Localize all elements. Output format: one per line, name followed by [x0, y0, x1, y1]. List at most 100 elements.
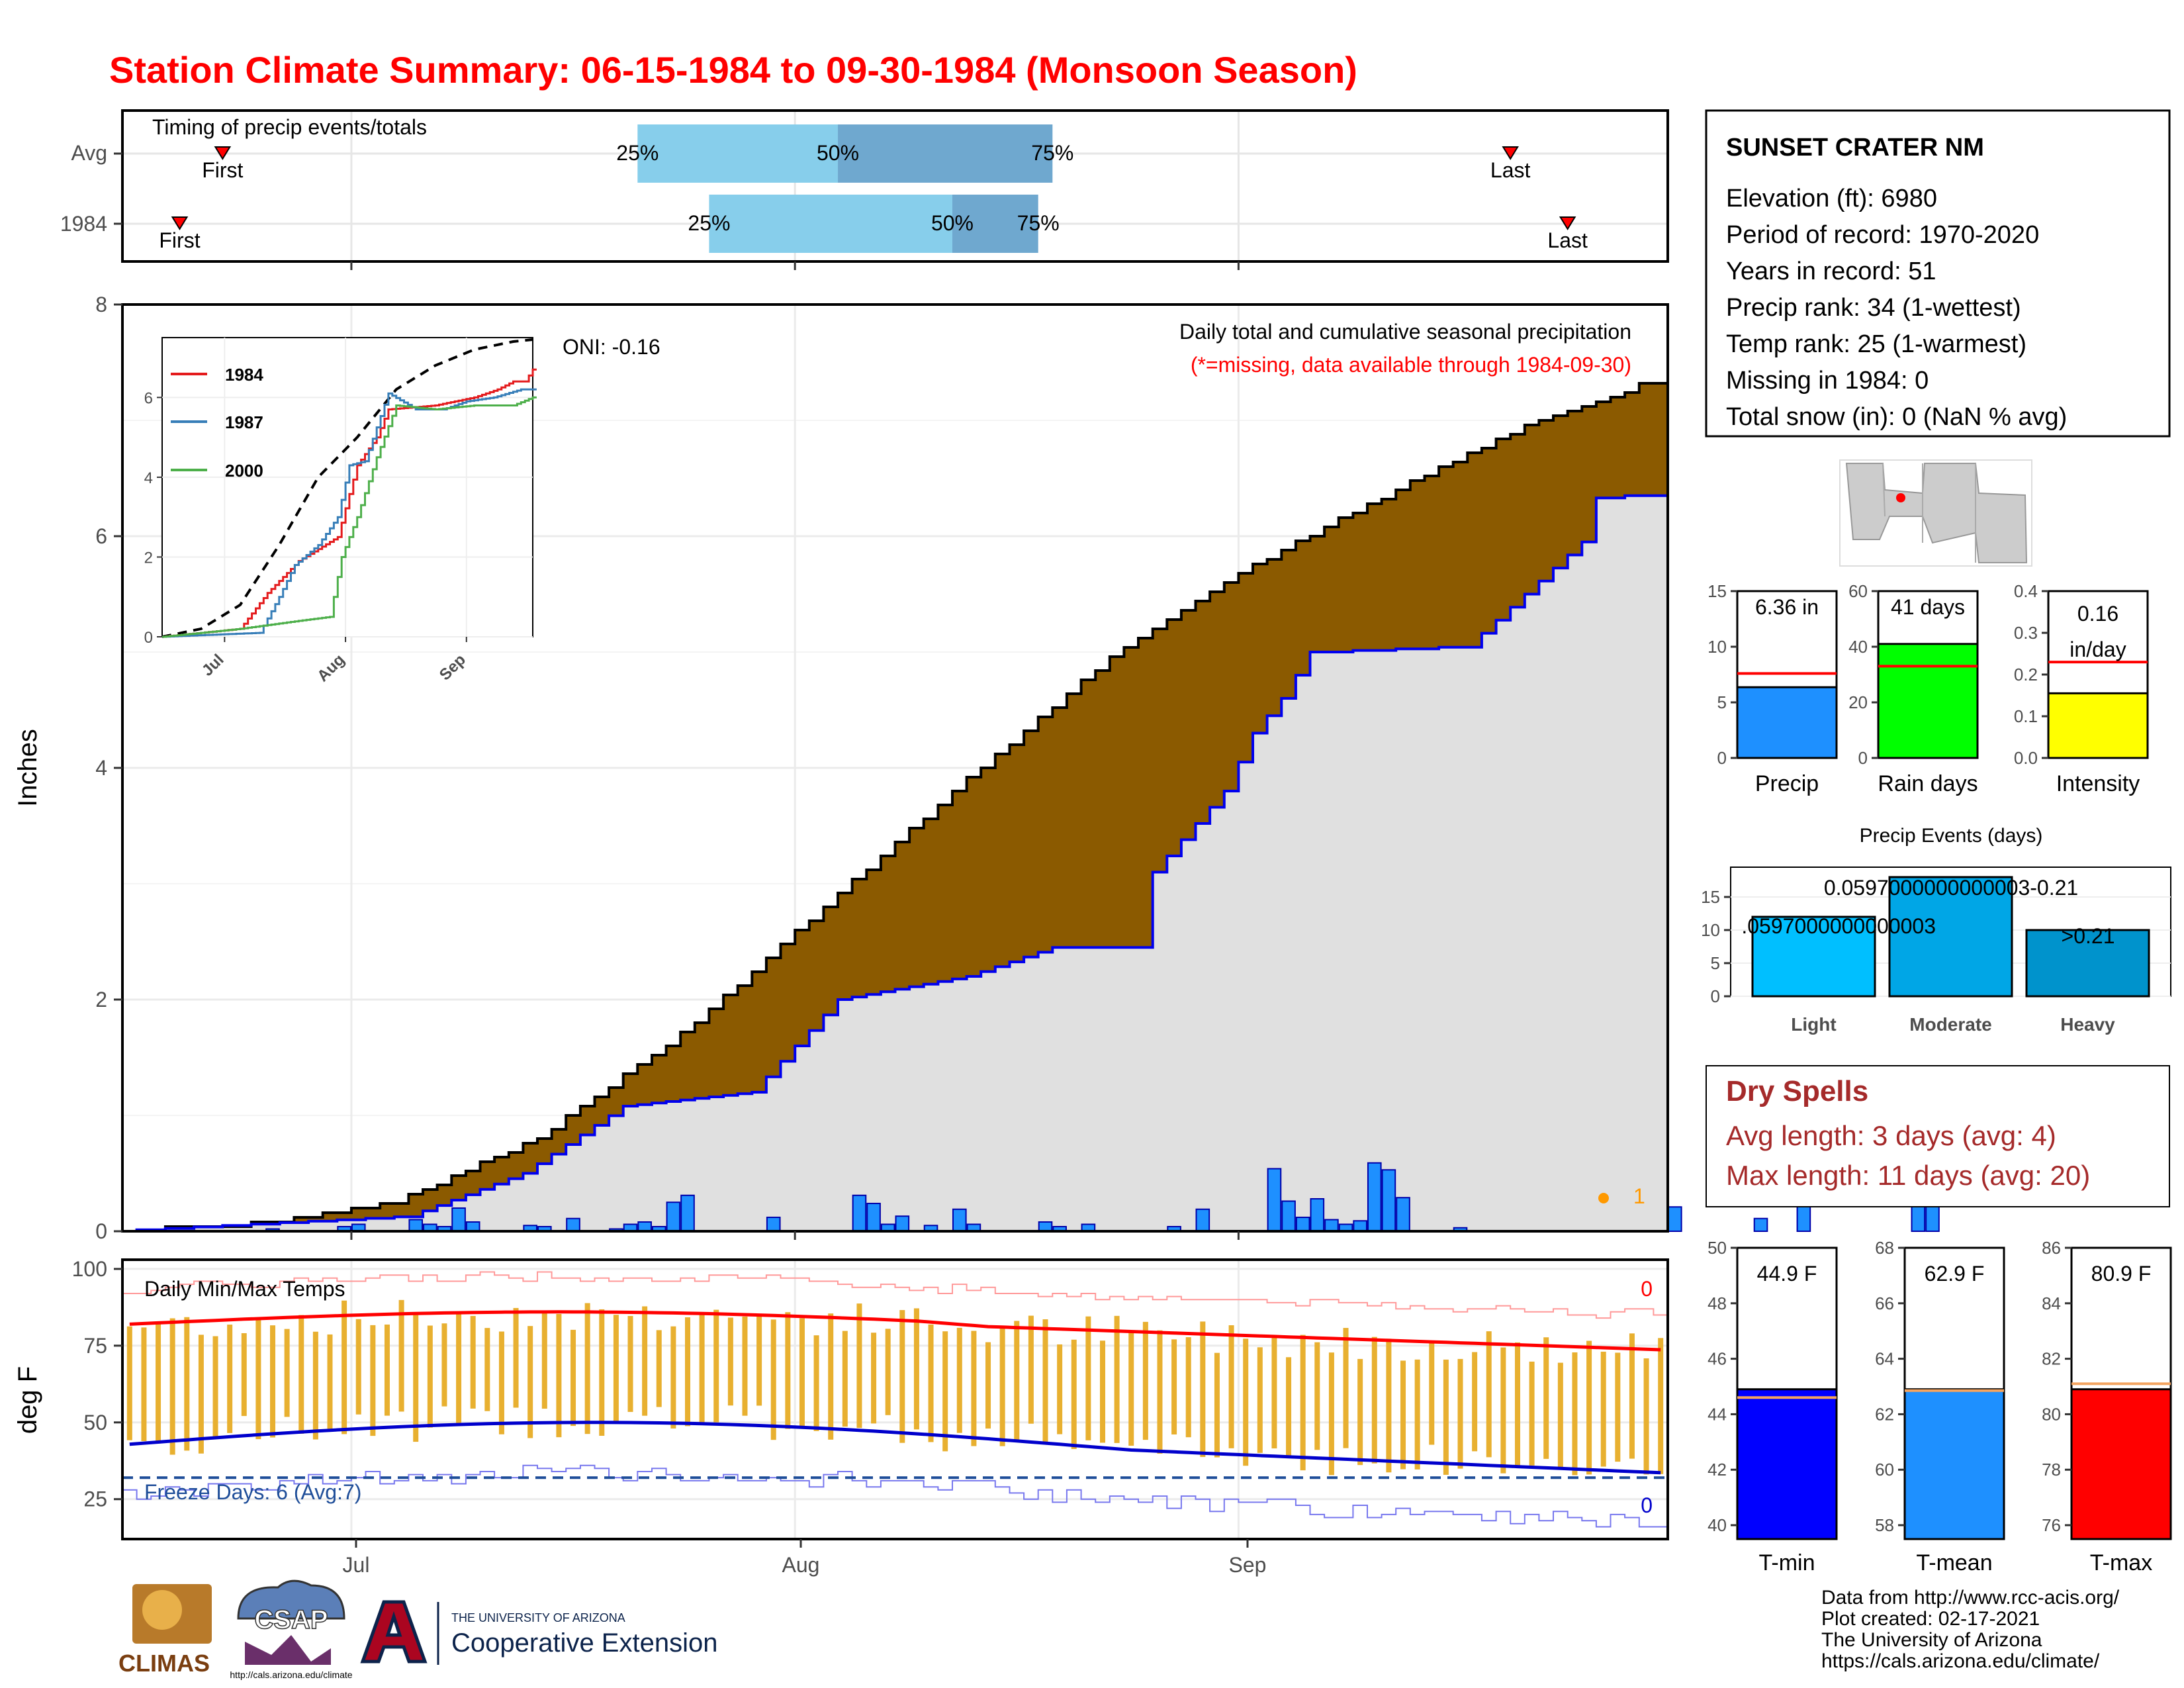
- dry-spells-frame: [1706, 1065, 2170, 1207]
- temp-day-bar-4: [184, 1317, 190, 1451]
- events-ytick-label-1: 5: [1711, 953, 1720, 973]
- events-title: Precip Events (days): [1860, 825, 2043, 847]
- temp-day-bar-76: [1214, 1352, 1220, 1458]
- timing-first-marker-1: [171, 216, 189, 230]
- temp-day-bar-98: [1529, 1361, 1535, 1466]
- temp-summary-ytick-label-0-3: 46: [1707, 1349, 1727, 1369]
- temp-summary-bar-T-max: [2070, 1388, 2172, 1540]
- temp-day-bar-29: [541, 1312, 547, 1409]
- summary-ytick-label-0-2: 10: [1707, 637, 1727, 657]
- daily-precip-bar-6: [451, 1207, 466, 1232]
- temp-day-bar-85: [1343, 1328, 1349, 1448]
- daily-precip-bar-42: [1753, 1217, 1768, 1232]
- temp-summary-bar-T-mean: [1903, 1388, 2005, 1540]
- temp-day-bar-83: [1314, 1342, 1320, 1450]
- station-snow: Total snow (in): 0 (NaN % avg): [1726, 403, 2067, 431]
- precip-ytick-label-2: 4: [95, 756, 107, 780]
- temp-day-bar-32: [584, 1303, 590, 1434]
- temp-day-bar-66: [1071, 1339, 1077, 1449]
- temp-frame: [121, 1258, 1669, 1540]
- temp-summary-ytick-label-2-1: 78: [2042, 1460, 2061, 1479]
- events-ytick-label-2: 10: [1701, 920, 1720, 940]
- temp-day-bar-48: [813, 1335, 819, 1431]
- temp-y-ticks: 25 50 75 100: [72, 1257, 122, 1511]
- inset-series-line-2000: [162, 396, 537, 638]
- temp-day-bar-13: [312, 1331, 318, 1440]
- summary-ytick-label-0-0: 0: [1717, 748, 1727, 768]
- footer-line-3: The University of Arizona: [1821, 1629, 2042, 1651]
- station-elevation: Elevation (ft): 6980: [1726, 185, 1937, 212]
- temp-day-bar-90: [1414, 1359, 1420, 1470]
- temp-day-bar-0: [126, 1326, 132, 1440]
- summary-ytick-label-1-2: 40: [1848, 637, 1868, 657]
- temp-day-bar-99: [1543, 1337, 1549, 1459]
- temp-day-bar-65: [1057, 1344, 1063, 1434]
- timing-bars: 25% 50% 75% First Last 25% 50% 75% First Last: [159, 124, 1588, 253]
- daily-precip-bar-3: [408, 1219, 424, 1232]
- temp-day-bar-68: [1099, 1340, 1105, 1443]
- temp-day-bar-47: [799, 1318, 805, 1428]
- dry-spells-max: Max length: 11 days (avg: 20): [1726, 1160, 2090, 1191]
- temp-summary-ytick-label-1-2: 62: [1875, 1404, 1894, 1424]
- temp-day-bar-15: [341, 1300, 347, 1434]
- temp-day-bar-40: [699, 1314, 705, 1425]
- temp-day-bar-97: [1514, 1342, 1520, 1468]
- temp-day-bar-14: [327, 1334, 333, 1432]
- temp-day-bar-87: [1371, 1336, 1377, 1464]
- summary-label-Rain days: Rain days: [1878, 771, 1978, 796]
- end-count-label: 1: [1633, 1184, 1645, 1208]
- temp-day-bar-60: [985, 1342, 991, 1429]
- record-high-line: [122, 1271, 1668, 1319]
- footer-line-2: Plot created: 02-17-2021: [1821, 1608, 2040, 1630]
- temp-day-bar-56: [928, 1324, 934, 1442]
- timing-p75-label-0: 75%: [1031, 141, 1073, 165]
- temp-day-bar-102: [1586, 1340, 1592, 1475]
- events-bars: 0 5 10 15 Light Moderate Heavy .059700000000000…: [1701, 867, 2171, 1035]
- temp-day-bar-46: [785, 1312, 791, 1429]
- temp-day-bar-26: [498, 1331, 504, 1434]
- temp-summary-ytick-label-0-2: 44: [1707, 1404, 1727, 1424]
- summary-ytick-label-1-1: 20: [1848, 692, 1868, 712]
- record-high-count: 0: [1641, 1277, 1653, 1301]
- temp-day-bar-1: [141, 1327, 147, 1441]
- temp-day-bar-16: [355, 1319, 361, 1415]
- temp-day-bar-39: [685, 1317, 691, 1427]
- temperature-summary-bars: 40 42 44 46 48 50 44.9 F T-min 58 60 62 64 66 68 62.9 …: [1707, 1238, 2172, 1575]
- station-name: SUNSET CRATER NM: [1726, 134, 1984, 162]
- temp-day-bar-62: [1014, 1321, 1020, 1440]
- temp-day-bar-9: [255, 1319, 261, 1440]
- timing-q2-bar-1: [952, 195, 1038, 253]
- month-label-jul: Jul: [343, 1553, 370, 1577]
- daily-precip-bar-16: [680, 1194, 695, 1232]
- dry-spells-title: Dry Spells: [1726, 1075, 1868, 1107]
- ua-logo: THE UNIVERSITY OF ARIZONA Cooperative Ex…: [360, 1600, 717, 1665]
- dry-spells-box: Dry Spells Avg length: 3 days (avg: 4) M…: [1706, 1065, 2170, 1207]
- inset-ytick-label-0: 0: [144, 629, 153, 647]
- record-low-count: 0: [1641, 1493, 1653, 1517]
- events-bar-Moderate: [1888, 876, 2013, 998]
- summary-ytick-label-1-0: 0: [1858, 748, 1868, 768]
- events-text-moderate: 0.0597000000000003-0.21: [1824, 876, 2078, 900]
- daily-precip-bar-15: [666, 1201, 681, 1232]
- timing-first-marker-0: [214, 146, 232, 160]
- temp-day-bar-77: [1228, 1325, 1234, 1448]
- temp-day-bar-88: [1386, 1338, 1392, 1473]
- daily-precip-bar-18: [852, 1194, 867, 1232]
- temp-day-bar-36: [642, 1306, 648, 1416]
- daily-precip-bar-30: [1267, 1168, 1282, 1232]
- summary-bar-Rain days: [1877, 643, 1979, 759]
- temp-day-bar-69: [1114, 1315, 1120, 1443]
- precip-y-ticks: 0 2 4 6 8: [95, 293, 1240, 1243]
- precip-note: Daily total and cumulative seasonal prec…: [1179, 320, 1631, 344]
- timing-title: Timing of precip events/totals: [152, 115, 427, 139]
- footer-credits: Data from http://www.rcc-acis.org/ Plot …: [1821, 1587, 2120, 1672]
- record-low-line: [122, 1464, 1668, 1528]
- temp-summary-ytick-label-2-0: 76: [2042, 1515, 2061, 1535]
- timing-row-label-year: 1984: [60, 212, 107, 236]
- temp-ytick-label-1: 50: [83, 1411, 107, 1434]
- month-axis: Jul Aug Sep: [343, 1539, 1266, 1577]
- events-label-Light: Light: [1791, 1014, 1836, 1035]
- temp-day-bar-55: [913, 1308, 919, 1430]
- temp-ytick-label-2: 75: [83, 1334, 107, 1358]
